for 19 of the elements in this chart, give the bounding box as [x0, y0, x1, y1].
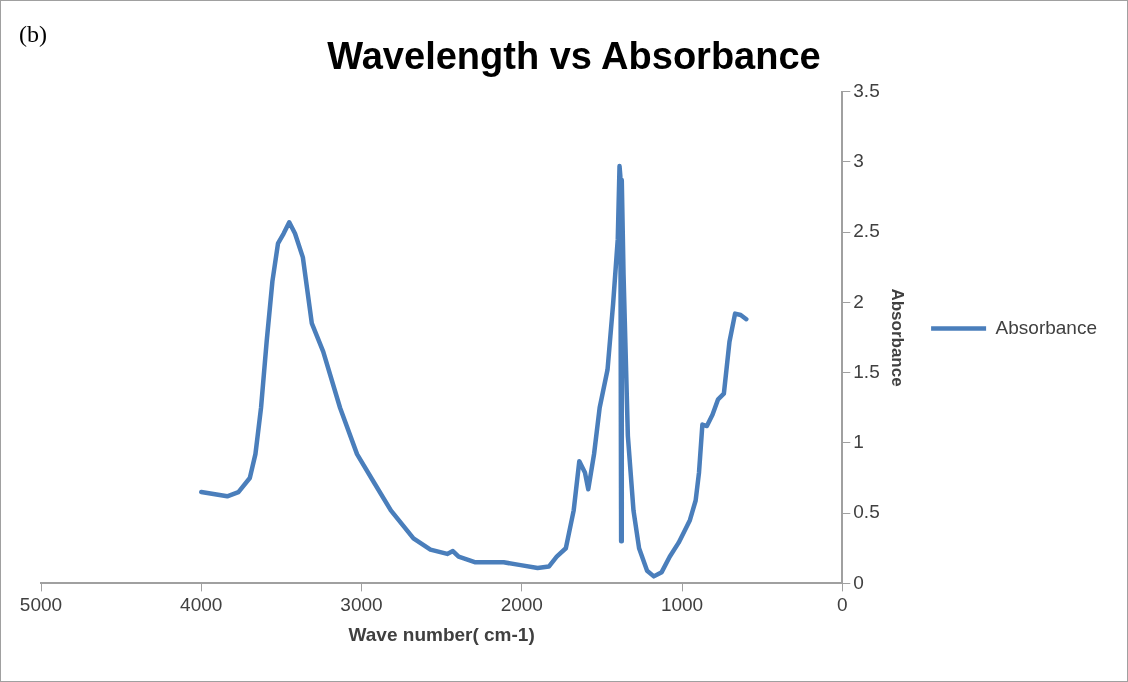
y-tick-label: 3.5 [853, 79, 880, 101]
y-tick-label: 2.5 [853, 220, 880, 242]
y-tick-label: 3 [853, 150, 864, 172]
text: (b) [19, 21, 47, 48]
x-tick-label: 0 [837, 594, 848, 616]
y-tick-label: 1.5 [853, 360, 880, 382]
x-tick-label: 5000 [19, 594, 63, 616]
legend-label: Absorbance [995, 316, 1097, 338]
y-axis-title: Absorbance [888, 288, 908, 387]
y-tick-label: 0.5 [853, 501, 880, 523]
x-axis-title: Wave number( cm-1) [348, 623, 535, 645]
chart-title: Wavelength vs Absorbance [327, 35, 821, 78]
y-tick-label: 1 [853, 431, 864, 453]
y-tick-label: 0 [853, 571, 864, 593]
x-tick-label: 4000 [180, 594, 223, 616]
y-tick-label: 2 [853, 290, 864, 312]
x-tick-label: 2000 [500, 594, 543, 616]
x-tick-label: 1000 [660, 594, 704, 616]
x-tick-label: 3000 [340, 594, 383, 616]
